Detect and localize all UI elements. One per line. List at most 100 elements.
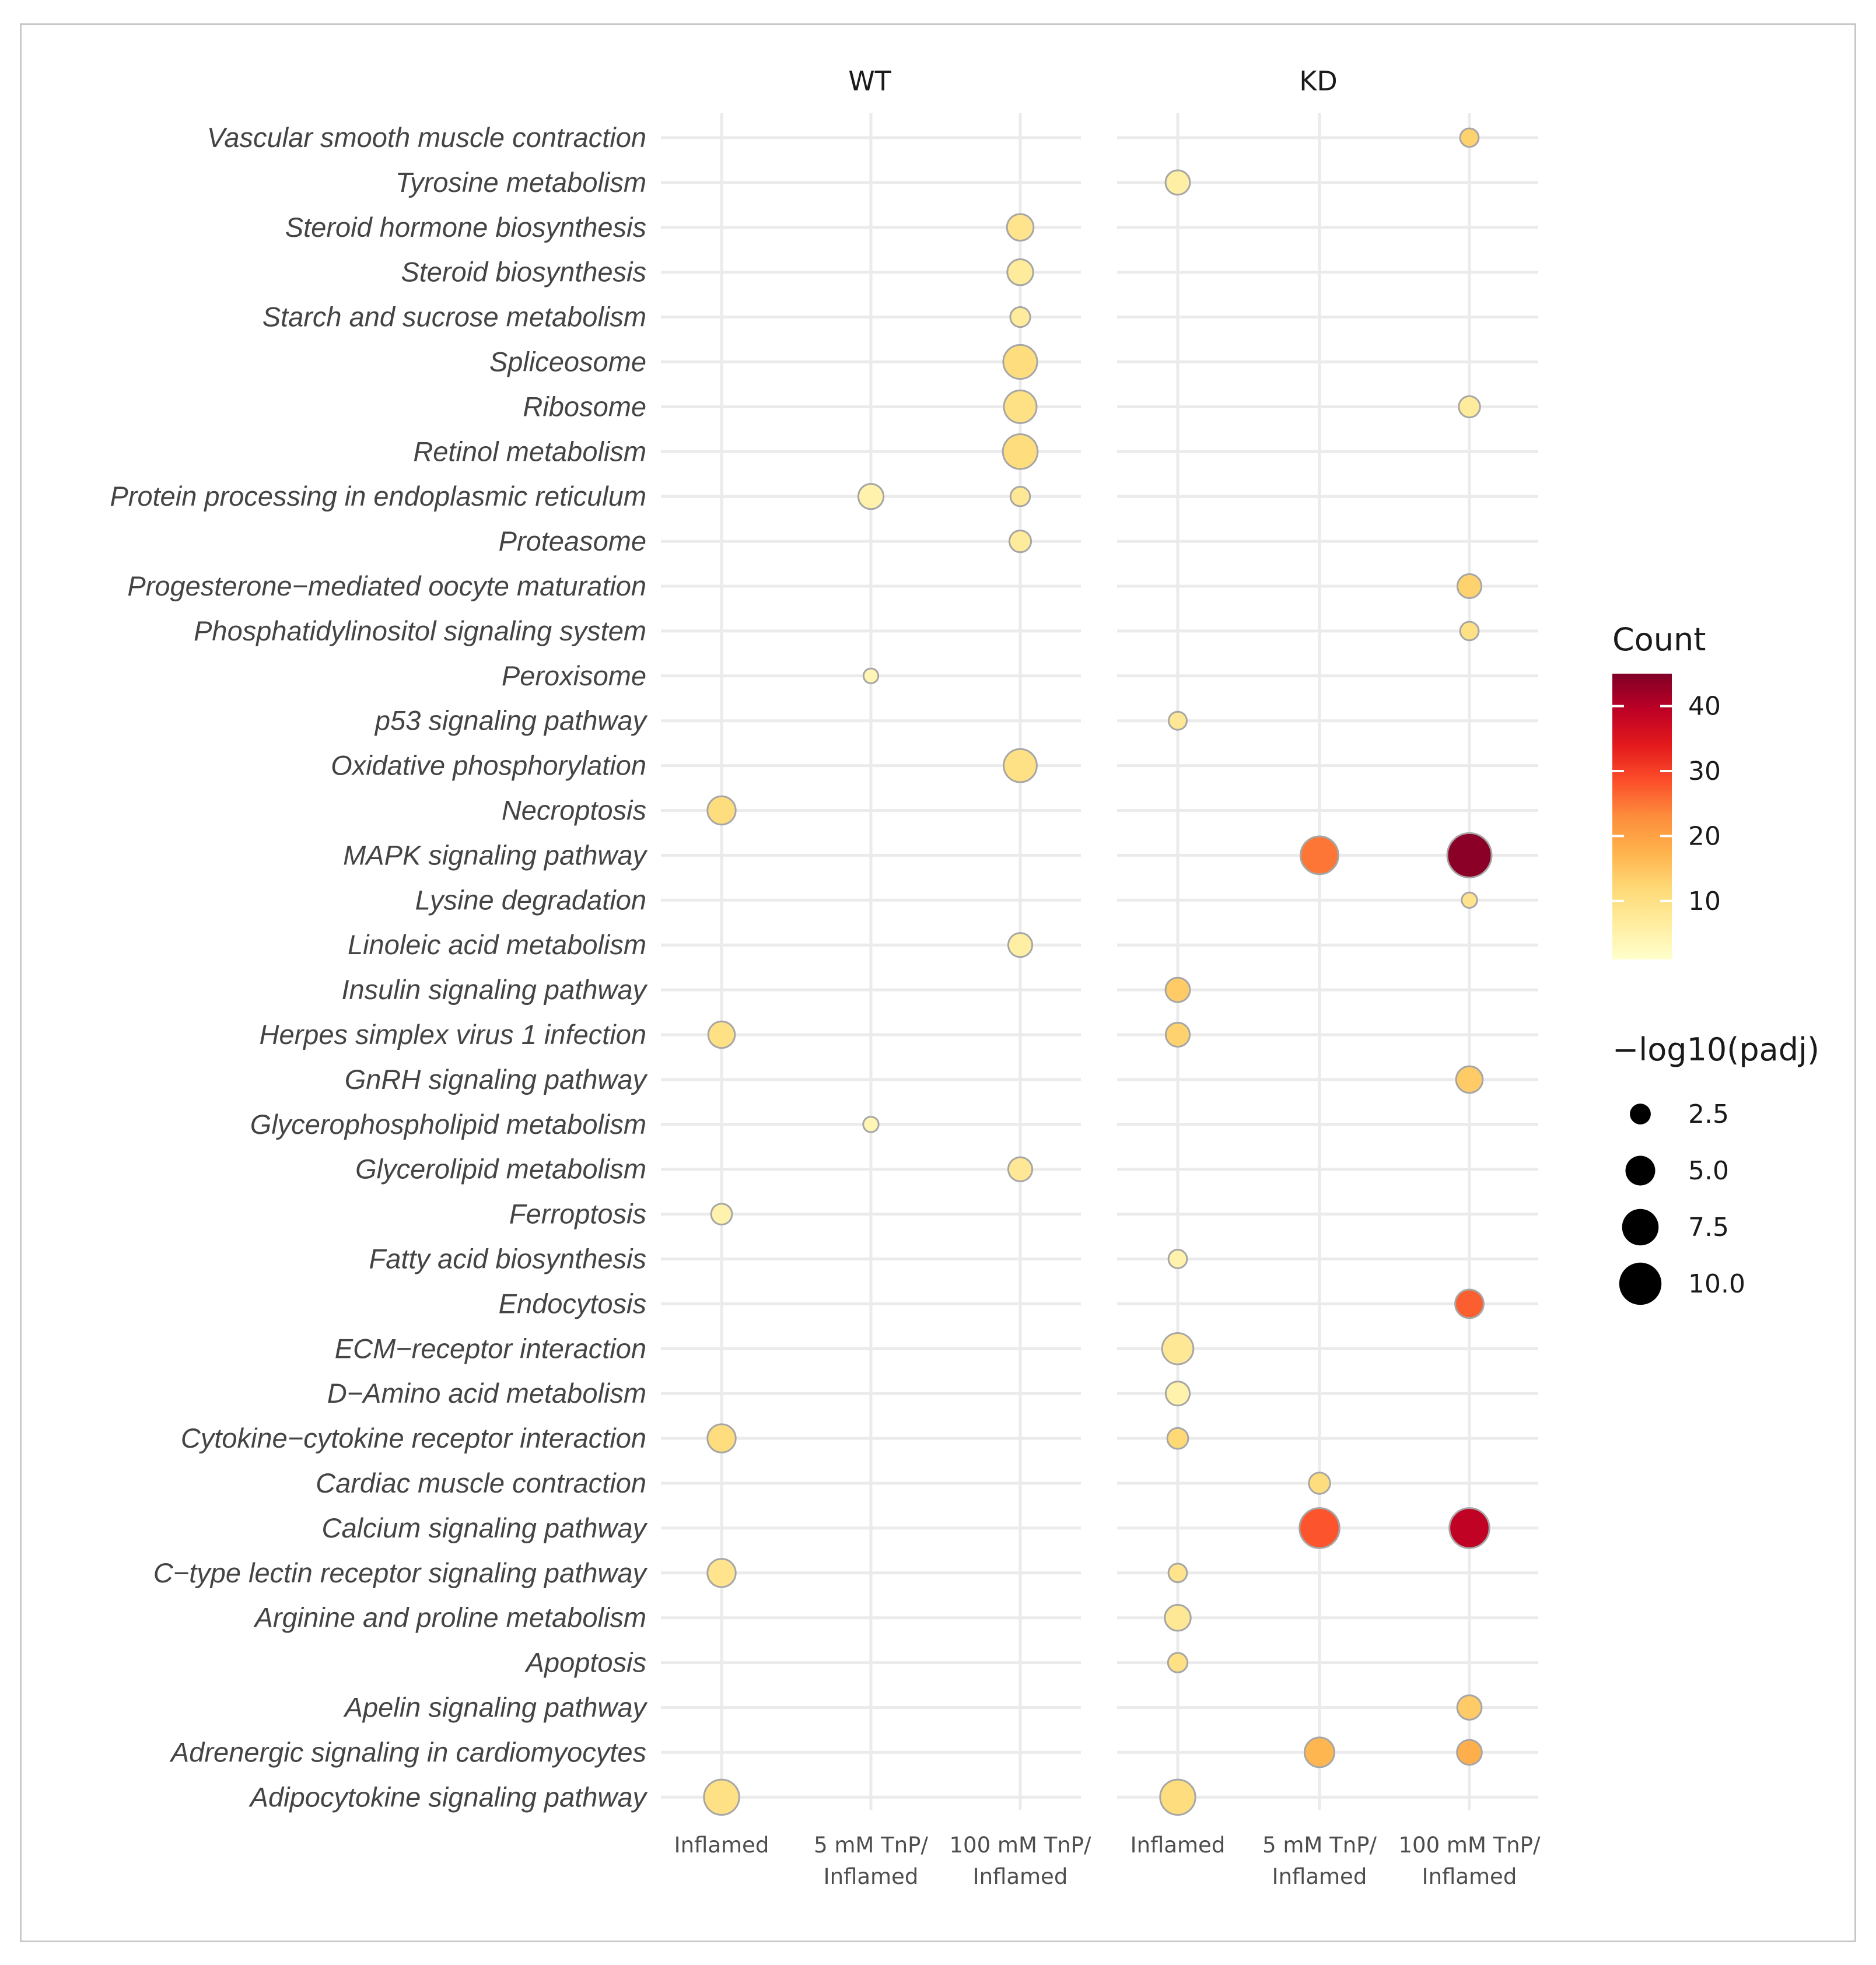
y-tick-label: Linoleic acid metabolism xyxy=(348,929,646,960)
padj-legend-dot xyxy=(1622,1209,1659,1246)
y-tick-label: Steroid biosynthesis xyxy=(401,257,646,288)
point-wt-ferroptosis xyxy=(710,1203,733,1226)
y-tick-label: Herpes simplex virus 1 infection xyxy=(260,1019,647,1050)
point-kd-calcium-signaling-pathway xyxy=(1448,1507,1490,1549)
y-tick-label: Spliceosome xyxy=(489,346,646,377)
point-kd-fatty-acid-biosynthesis xyxy=(1167,1249,1188,1269)
point-kd-ribosome xyxy=(1458,395,1481,419)
point-wt-c-type-lectin-receptor-signaling-pathway xyxy=(706,1558,737,1588)
x-tick-label: Inflamed xyxy=(674,1833,769,1858)
x-tick-label: 100 mM TnP/ xyxy=(950,1833,1091,1858)
y-tick-label: Oxidative phosphorylation xyxy=(331,750,646,781)
x-tick-label-line2: Inflamed xyxy=(824,1864,919,1889)
point-wt-herpes-simplex-virus-1-infection xyxy=(707,1020,736,1049)
panel-title-kd: KD xyxy=(1299,65,1338,97)
y-tick-label: Adipocytokine signaling pathway xyxy=(249,1781,648,1812)
x-tick-label-line2: Inflamed xyxy=(973,1864,1068,1889)
x-tick-label-line2: Inflamed xyxy=(1422,1864,1517,1889)
point-wt-retinol-metabolism xyxy=(1002,433,1039,470)
point-kd-cardiac-muscle-contraction xyxy=(1308,1472,1331,1495)
panel-titles: WT KD xyxy=(848,65,1338,97)
y-tick-label: Lysine degradation xyxy=(415,884,646,915)
y-tick-label: D−Amino acid metabolism xyxy=(327,1378,646,1409)
y-tick-label: Apoptosis xyxy=(524,1647,646,1678)
y-tick-label: Retinol metabolism xyxy=(413,436,646,467)
padj-legend-label: 7.5 xyxy=(1688,1213,1729,1242)
x-tick-label: 100 mM TnP/ xyxy=(1399,1833,1541,1858)
y-tick-label: Fatty acid biosynthesis xyxy=(369,1244,646,1274)
point-kd-insulin-signaling-pathway xyxy=(1164,976,1191,1003)
y-tick-label: Proteasome xyxy=(499,526,646,556)
x-tick-label-line2: Inflamed xyxy=(1272,1864,1367,1889)
point-wt-starch-and-sucrose-metabolism xyxy=(1009,306,1031,328)
y-tick-label: Necroptosis xyxy=(502,795,646,826)
y-tick-label: Adrenergic signaling in cardiomyocytes xyxy=(169,1736,646,1767)
point-kd-gnrh-signaling-pathway xyxy=(1455,1065,1484,1094)
point-kd-cytokine-cytokine-receptor-interaction xyxy=(1166,1427,1189,1450)
point-kd-phosphatidylinositol-signaling-system xyxy=(1459,621,1480,642)
point-wt-steroid-hormone-biosynthesis xyxy=(1006,213,1035,242)
y-tick-label: Calcium signaling pathway xyxy=(322,1512,648,1543)
point-kd-herpes-simplex-virus-1-infection xyxy=(1164,1021,1191,1048)
padj-legend-dot xyxy=(1630,1104,1651,1125)
point-wt-adipocytokine-signaling-pathway xyxy=(703,1778,740,1816)
y-tick-label: Cardiac muscle contraction xyxy=(316,1467,646,1498)
point-kd-adrenergic-signaling-in-cardiomyocytes xyxy=(1456,1739,1483,1766)
x-axis-labels: Inflamed 5 mM TnP/Inflamed 100 mM TnP/Infl… xyxy=(674,1833,1541,1889)
point-kd-arginine-and-proline-metabolism xyxy=(1164,1604,1192,1632)
point-kd-p53-signaling-pathway xyxy=(1168,710,1188,731)
grid-layer xyxy=(661,113,1538,1810)
y-tick-label: Tyrosine metabolism xyxy=(396,167,646,198)
point-kd-mapk-signaling-pathway xyxy=(1446,832,1493,878)
y-tick-label: Cytokine−cytokine receptor interaction xyxy=(181,1423,646,1453)
data-points xyxy=(703,127,1493,1816)
point-kd-d-amino-acid-metabolism xyxy=(1164,1381,1191,1407)
point-wt-steroid-biosynthesis xyxy=(1006,258,1034,286)
point-kd-vascular-smooth-muscle-contraction xyxy=(1459,127,1480,148)
point-wt-cytokine-cytokine-receptor-interaction xyxy=(706,1423,737,1453)
count-colorbar xyxy=(1612,674,1672,959)
y-tick-label: Glycerophospholipid metabolism xyxy=(250,1109,646,1140)
x-tick-label: Inflamed xyxy=(1130,1833,1226,1858)
y-tick-label: Arginine and proline metabolism xyxy=(253,1602,646,1633)
panel-title-wt: WT xyxy=(848,65,891,97)
padj-legend-items: 2.5 5.0 7.5 10.0 xyxy=(1619,1099,1745,1305)
y-tick-label: Starch and sucrose metabolism xyxy=(262,302,646,332)
y-tick-label: Insulin signaling pathway xyxy=(341,974,648,1005)
point-wt-glycerophospholipid-metabolism xyxy=(862,1116,880,1133)
y-tick-label: MAPK signaling pathway xyxy=(343,839,648,870)
y-axis-labels: Vascular smooth muscle contraction Tyrosi… xyxy=(110,122,648,1812)
point-kd-apelin-signaling-pathway xyxy=(1456,1694,1483,1721)
point-kd-lysine-degradation xyxy=(1461,891,1478,909)
y-tick-label: Glycerolipid metabolism xyxy=(355,1154,646,1185)
padj-legend-label: 2.5 xyxy=(1688,1099,1729,1129)
count-legend-title: Count xyxy=(1612,621,1706,658)
point-kd-tyrosine-metabolism xyxy=(1164,169,1191,196)
point-wt-protein-processing-in-endoplasmic-reticulum xyxy=(1009,486,1031,507)
y-tick-label: Phosphatidylinositol signaling system xyxy=(194,615,646,646)
y-tick-label: Protein processing in endoplasmic reticu… xyxy=(110,481,646,512)
padj-legend-title: −log10(padj) xyxy=(1612,1031,1819,1068)
legend: Count 10 20 30 40 −log10(padj) 2.5 5.0 7.5 10.… xyxy=(1612,621,1819,1305)
padj-legend-dot xyxy=(1619,1262,1662,1305)
point-kd-apoptosis xyxy=(1167,1652,1189,1673)
y-tick-label: Vascular smooth muscle contraction xyxy=(207,122,646,153)
point-wt-necroptosis xyxy=(706,795,737,826)
padj-legend-dot xyxy=(1625,1155,1656,1186)
y-tick-label: ECM−receptor interaction xyxy=(335,1333,646,1364)
x-tick-label: 5 mM TnP/ xyxy=(814,1833,928,1858)
point-wt-protein-processing-in-endoplasmic-reticulum xyxy=(857,483,885,510)
count-tick-label: 30 xyxy=(1688,756,1721,786)
count-tick-label: 20 xyxy=(1688,821,1721,851)
x-tick-label: 5 mM TnP/ xyxy=(1262,1833,1377,1858)
y-tick-label: GnRH signaling pathway xyxy=(345,1064,648,1095)
padj-legend-label: 5.0 xyxy=(1688,1156,1729,1186)
y-tick-label: p53 signaling pathway xyxy=(374,705,648,736)
y-tick-label: Steroid hormone biosynthesis xyxy=(285,212,646,243)
point-kd-calcium-signaling-pathway xyxy=(1298,1507,1340,1549)
y-tick-label: Apelin signaling pathway xyxy=(343,1692,648,1723)
y-tick-label: Progesterone−mediated oocyte maturation xyxy=(127,570,646,601)
y-tick-label: C−type lectin receptor signaling pathway xyxy=(153,1557,648,1588)
point-wt-ribosome xyxy=(1003,389,1038,424)
